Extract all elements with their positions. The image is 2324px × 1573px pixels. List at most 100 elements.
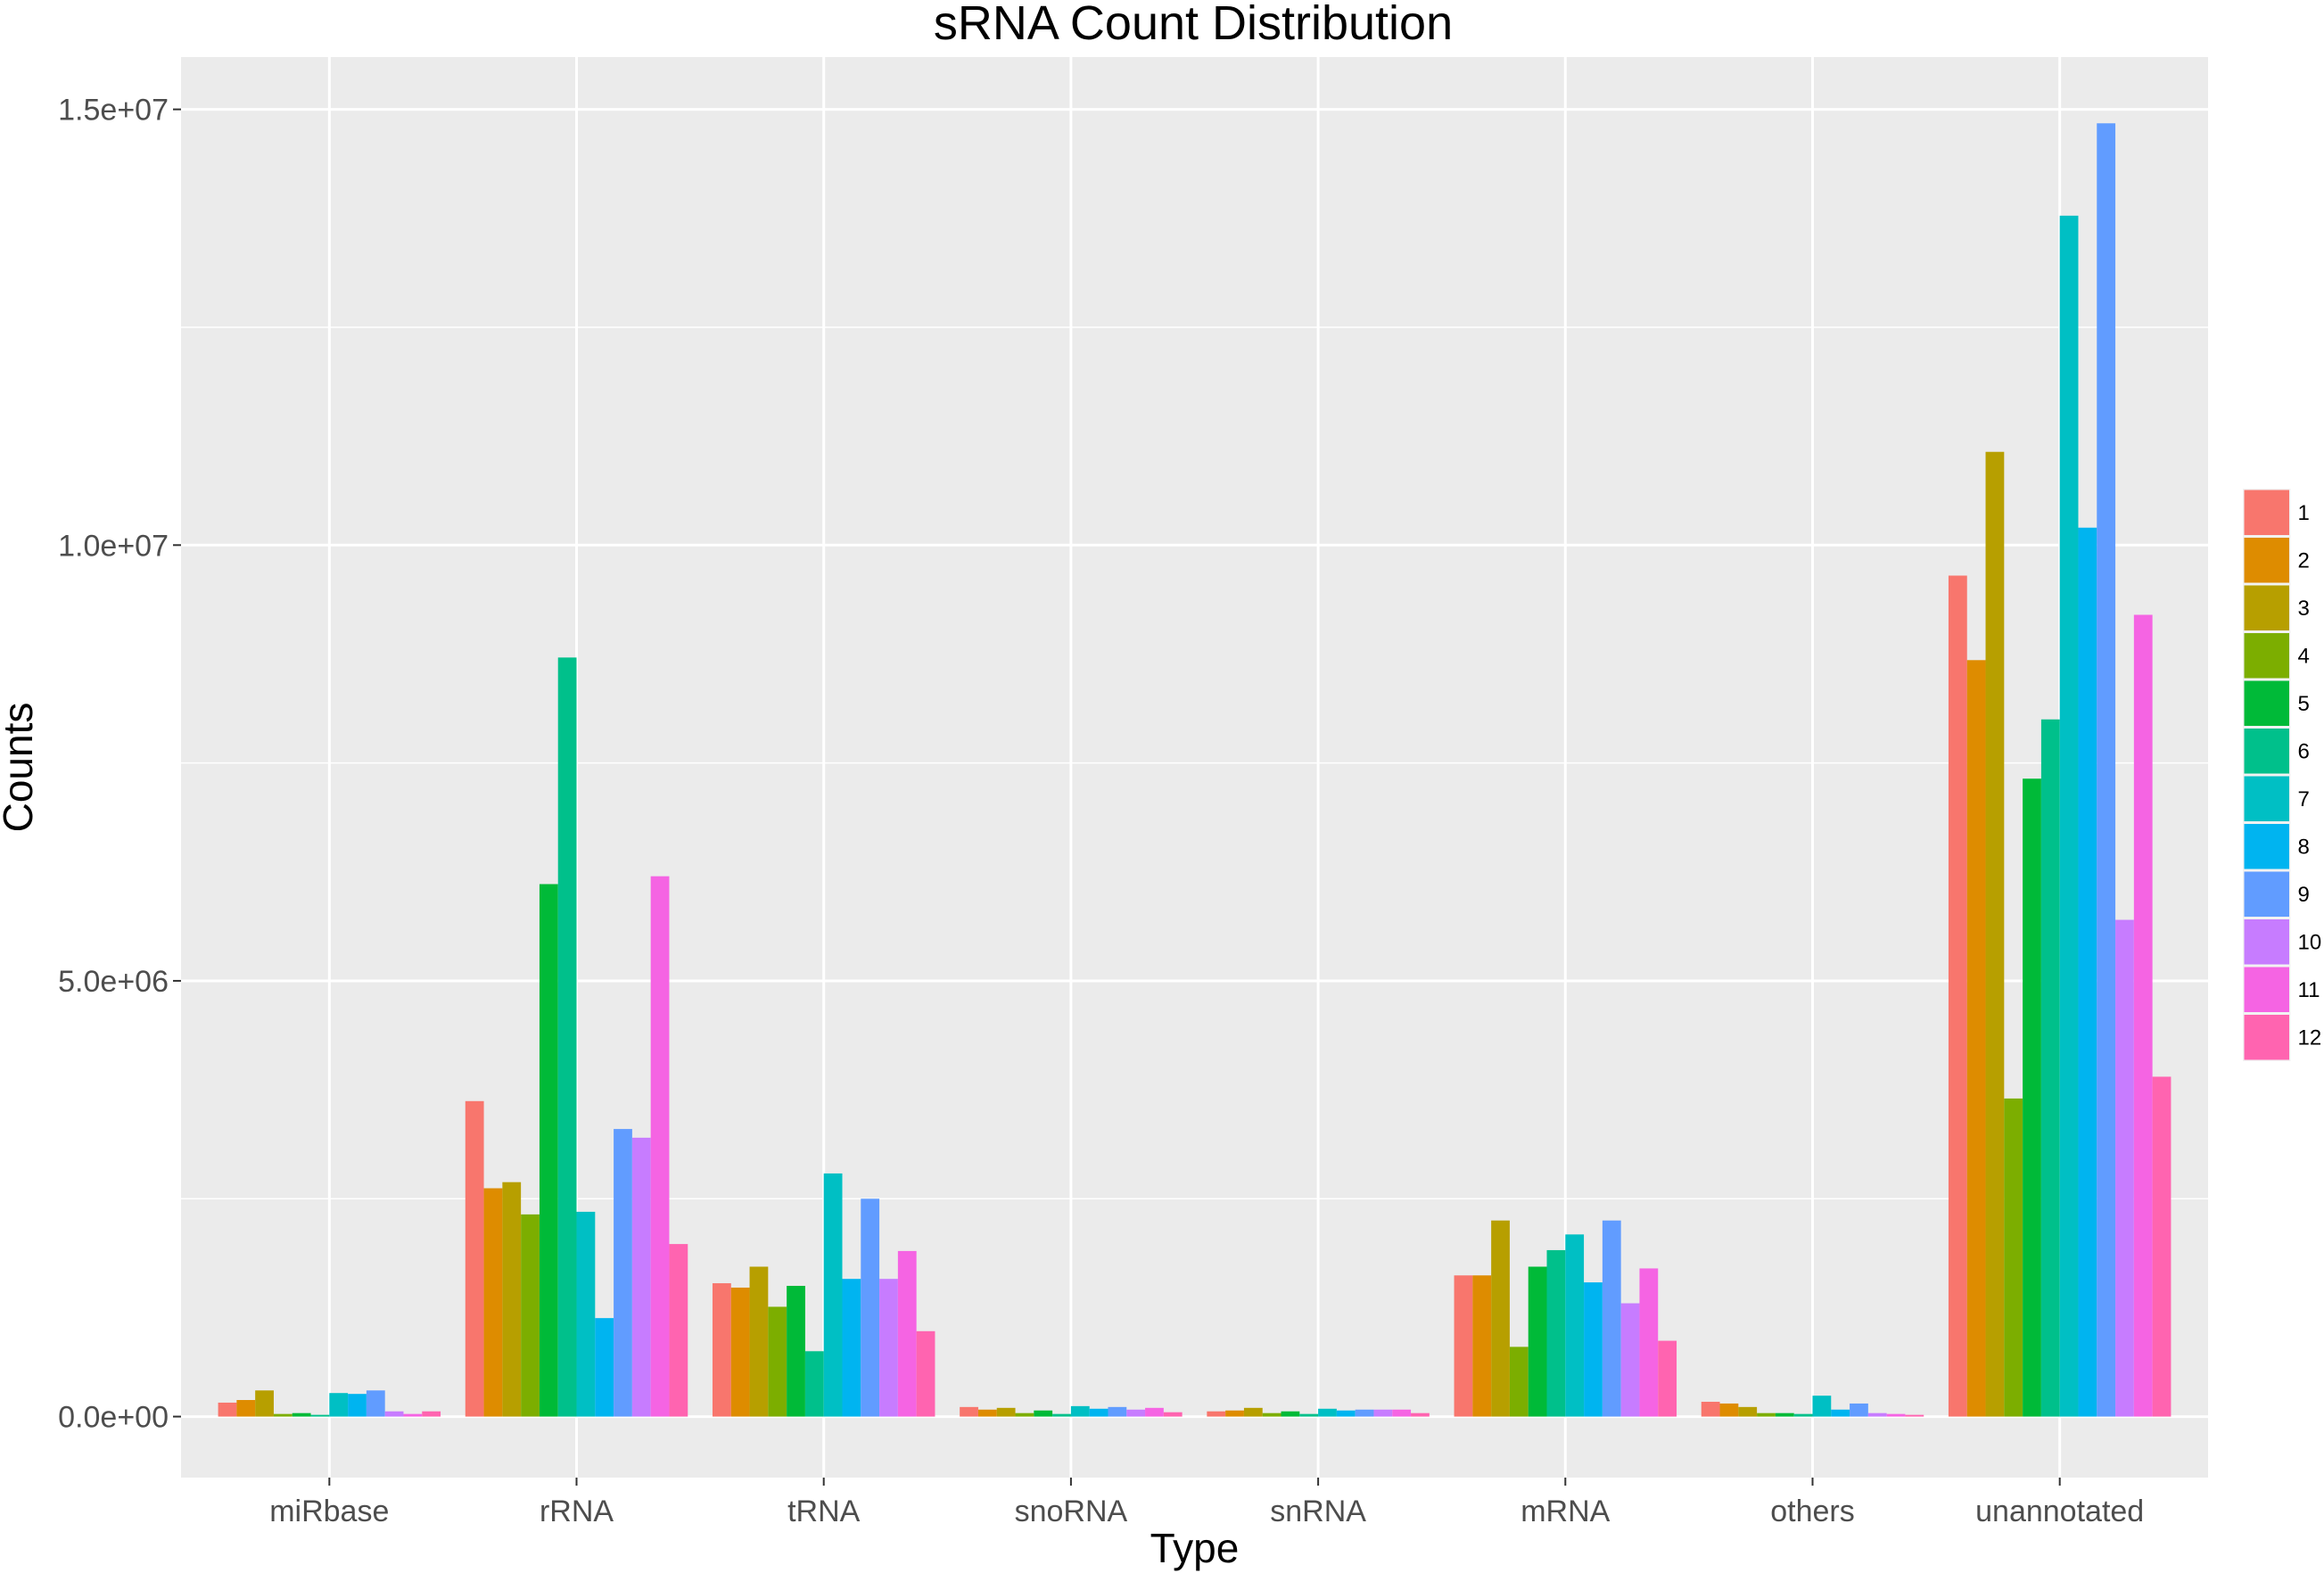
bars-layer [218, 123, 2172, 1417]
bar-snRNA-7 [1318, 1408, 1337, 1417]
bar-snRNA-6 [1299, 1413, 1319, 1417]
bar-miRbase-1 [218, 1402, 237, 1417]
bar-miRbase-8 [348, 1394, 367, 1417]
legend-swatch-8 [2244, 824, 2289, 869]
bar-mRNA-4 [1509, 1347, 1529, 1417]
bar-snoRNA-9 [1108, 1406, 1127, 1417]
legend-label-2: 2 [2298, 548, 2310, 572]
legend-label-3: 3 [2298, 597, 2310, 621]
bar-rRNA-4 [521, 1214, 540, 1417]
bar-others-9 [1850, 1403, 1868, 1417]
bar-unannotated-4 [2004, 1098, 2023, 1417]
chart-title: sRNA Count Distribution [934, 0, 1453, 50]
y-axis-title: Counts [0, 703, 41, 833]
x-tick-label-snoRNA: snoRNA [1015, 1495, 1128, 1528]
bar-rRNA-9 [614, 1129, 632, 1417]
y-tick-label: 0.0e+00 [58, 1401, 169, 1435]
bar-mRNA-6 [1546, 1249, 1566, 1417]
bar-unannotated-9 [2097, 123, 2116, 1417]
bar-mRNA-2 [1472, 1275, 1492, 1417]
bar-snoRNA-5 [1034, 1410, 1053, 1417]
bar-unannotated-5 [2023, 778, 2041, 1417]
bar-snRNA-1 [1207, 1411, 1226, 1417]
bar-others-1 [1701, 1401, 1720, 1417]
bar-unannotated-1 [1948, 575, 1967, 1417]
legend-swatch-7 [2244, 776, 2289, 821]
y-tick-label: 1.0e+07 [58, 529, 169, 563]
legend-label-9: 9 [2298, 883, 2310, 907]
legend-label-1: 1 [2298, 501, 2310, 525]
legend-swatch-3 [2244, 585, 2289, 630]
x-tick-label-snRNA: snRNA [1270, 1495, 1366, 1528]
bar-snoRNA-2 [977, 1409, 997, 1417]
bar-miRbase-3 [255, 1390, 274, 1417]
bar-tRNA-6 [804, 1351, 824, 1417]
bar-snoRNA-10 [1126, 1409, 1146, 1417]
bar-unannotated-10 [2115, 919, 2134, 1417]
bar-snoRNA-1 [960, 1406, 978, 1417]
bar-others-12 [1905, 1414, 1924, 1417]
bar-unannotated-6 [2040, 719, 2060, 1417]
bar-rRNA-1 [465, 1100, 484, 1417]
legend-label-5: 5 [2298, 692, 2310, 716]
bar-miRbase-6 [310, 1414, 330, 1417]
bar-miRbase-11 [403, 1413, 423, 1417]
x-tick-label-others: others [1770, 1495, 1855, 1528]
bar-mRNA-12 [1658, 1340, 1677, 1417]
bar-rRNA-3 [502, 1182, 522, 1417]
bar-snoRNA-7 [1070, 1405, 1090, 1417]
bar-rRNA-7 [576, 1211, 596, 1417]
bar-unannotated-12 [2152, 1076, 2172, 1417]
bar-miRbase-9 [366, 1390, 385, 1417]
bar-rRNA-11 [650, 876, 670, 1417]
bar-snoRNA-11 [1145, 1407, 1164, 1417]
bar-mRNA-11 [1639, 1268, 1659, 1417]
bar-snRNA-4 [1262, 1412, 1281, 1417]
legend-swatch-6 [2244, 729, 2289, 774]
legend-swatch-9 [2244, 871, 2289, 917]
legend-label-12: 12 [2298, 1025, 2322, 1050]
bar-others-5 [1775, 1412, 1794, 1417]
bar-snRNA-11 [1392, 1409, 1412, 1417]
legend-label-4: 4 [2298, 644, 2310, 668]
bar-tRNA-3 [749, 1266, 769, 1417]
bar-rRNA-6 [557, 657, 577, 1417]
bar-miRbase-5 [292, 1412, 311, 1417]
bar-unannotated-7 [2059, 215, 2079, 1417]
bar-others-2 [1719, 1403, 1739, 1417]
legend-label-7: 7 [2298, 787, 2310, 811]
bar-rRNA-10 [631, 1137, 651, 1417]
bar-mRNA-10 [1620, 1303, 1640, 1417]
bar-mRNA-3 [1491, 1220, 1510, 1417]
bar-rRNA-12 [669, 1244, 688, 1417]
legend-swatch-1 [2244, 490, 2289, 535]
bar-snoRNA-3 [996, 1407, 1016, 1417]
x-axis: miRbase rRNA tRNA snoRNA snRNA mRNA others unan… [269, 1478, 2144, 1528]
bar-tRNA-2 [730, 1287, 750, 1417]
bar-snRNA-3 [1243, 1407, 1263, 1417]
bar-tRNA-4 [768, 1306, 787, 1417]
bar-rRNA-2 [483, 1188, 503, 1417]
legend-swatch-11 [2244, 967, 2289, 1012]
bar-miRbase-4 [273, 1413, 293, 1417]
legend-swatch-2 [2244, 538, 2289, 583]
bar-snoRNA-12 [1163, 1412, 1183, 1417]
x-tick-label-rRNA: rRNA [540, 1495, 614, 1528]
x-axis-title: Type [1150, 1525, 1240, 1571]
y-tick-label: 5.0e+06 [58, 965, 169, 999]
bar-snRNA-2 [1225, 1410, 1244, 1417]
bar-mRNA-8 [1584, 1282, 1603, 1417]
legend-label-8: 8 [2298, 835, 2310, 859]
legend-swatch-4 [2244, 633, 2289, 679]
legend-label-11: 11 [2298, 978, 2320, 1002]
legend-label-10: 10 [2298, 930, 2322, 954]
legend-swatch-5 [2244, 680, 2289, 726]
bar-unannotated-3 [1985, 451, 2005, 1417]
bar-others-6 [1793, 1413, 1813, 1417]
bar-tRNA-11 [897, 1250, 917, 1417]
legend-label-6: 6 [2298, 739, 2310, 763]
major-gridlines [181, 57, 2208, 1478]
bar-others-8 [1831, 1409, 1850, 1417]
